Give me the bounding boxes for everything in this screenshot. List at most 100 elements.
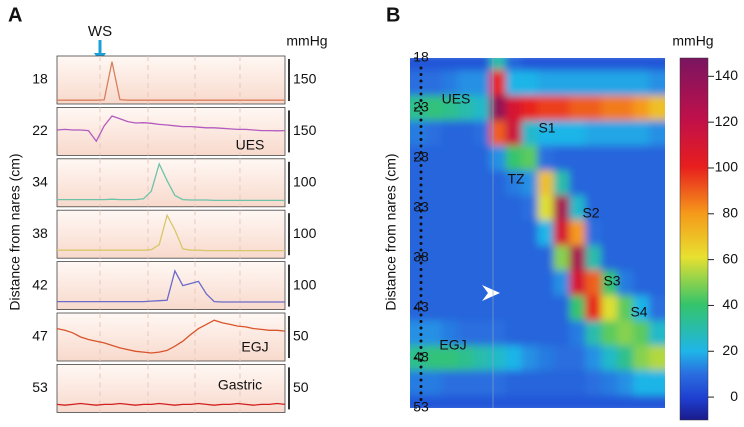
panel-letter: A [8,4,22,26]
heatmap-cell [505,95,523,121]
heatmap-cell [441,245,459,271]
heatmap-cell [601,345,618,371]
heatmap-cell [633,370,650,396]
heatmap-cell [553,220,570,246]
scale-label: 100 [293,276,317,292]
heatmap-cell [601,220,618,246]
heatmap-cell [633,120,650,146]
heatmap-cell [489,345,507,371]
heatmap-cell [537,395,554,408]
heatmap-cell [410,195,427,221]
heatmap-cell [585,58,602,71]
ws-annotation: WS [88,23,112,40]
heatmap-cell [553,195,570,221]
heatmap-cell [633,170,650,196]
heatmap-cell [649,170,665,196]
channel-label: 22 [32,122,48,138]
heatmap-cell [537,370,554,396]
channel-label: 42 [32,276,48,292]
heatmap-cell [489,320,507,346]
heatmap-cell [505,270,523,296]
axis-dot [419,183,423,187]
axis-dot [419,216,423,219]
heatmap-cell [569,145,586,171]
heatmap-cell [585,295,602,321]
heatmap-cell [633,320,650,346]
heatmap-cell [649,58,665,71]
heatmap-cell [425,395,443,408]
heatmap-cell [489,370,507,396]
heatmap-cell [521,70,538,96]
heatmap-cell [489,295,507,321]
axis-dot [419,333,423,336]
heatmap-cell [425,370,443,396]
axis-dot [419,164,423,167]
heatmap-cell [569,120,586,146]
heatmap-cell [457,220,475,246]
heatmap-cell [505,120,523,146]
heatmap-cell [649,220,665,246]
heatmap-cell [617,195,634,221]
heatmap-cell [537,120,554,146]
heatmap-cell [457,370,475,396]
colorbar [679,57,709,421]
axis-dot [419,86,423,89]
heatmap-cell [425,245,443,271]
heatmap-cell [633,95,650,121]
heatmap-cell [537,320,554,346]
heatmap-cell [569,70,586,96]
heatmap-cell [633,295,650,321]
colorbar-tick-label: 80 [722,205,738,221]
bolus-annotation: UES [442,91,471,107]
colorbar-tick-label: 40 [722,296,738,312]
colorbar-unit: mmHg [672,33,713,49]
heatmap-cell [633,345,650,371]
heatmap-cell [617,170,634,196]
channel-box [56,107,286,156]
heatmap-cell [441,120,459,146]
heatmap-cell [521,58,538,71]
heatmap-cell [410,320,427,346]
heatmap-cell [569,395,586,408]
heatmap-cell [553,295,570,321]
axis-dot [419,99,423,102]
heatmap-cell [569,170,586,196]
heatmap-cell [473,120,491,146]
heatmap-cell [537,220,554,246]
heatmap-cell [457,245,475,271]
colorbar-tick-label: 140 [715,67,739,83]
heatmap-cell [569,95,586,121]
heatmap-cell [410,220,427,246]
heatmap-cell [569,270,586,296]
heatmap-cell [617,145,634,171]
heatmap-cell [649,345,665,371]
heatmap-cell [457,145,475,171]
heatmap-cell [521,295,538,321]
axis-dot [419,112,423,115]
heatmap-cell [633,270,650,296]
heatmap-cell [441,145,459,171]
heatmap [410,58,665,408]
heatmap-cell [473,220,491,246]
heatmap-cell [425,320,443,346]
heatmap-cell [425,220,443,246]
bolus-annotation: S4 [630,304,647,320]
axis-dot [419,105,423,109]
heatmap-cell [521,320,538,346]
heatmap-cell [569,245,586,271]
axis-dot [419,138,423,141]
heatmap-cell [489,220,507,246]
heatmap-cell [457,95,475,121]
heatmap-cell [425,58,443,71]
axis-dot [419,391,423,395]
channel-annotation: Gastric [218,377,262,393]
heatmap-cell [505,170,523,196]
heatmap-cell [489,120,507,146]
heatmap-cell [569,58,586,71]
heatmap-cell [489,95,507,121]
pressure-trace [57,162,285,202]
heatmap-cell [441,295,459,321]
channel-label: 53 [32,379,48,395]
heatmap-cell [521,120,538,146]
heatmap-cell [441,95,459,121]
